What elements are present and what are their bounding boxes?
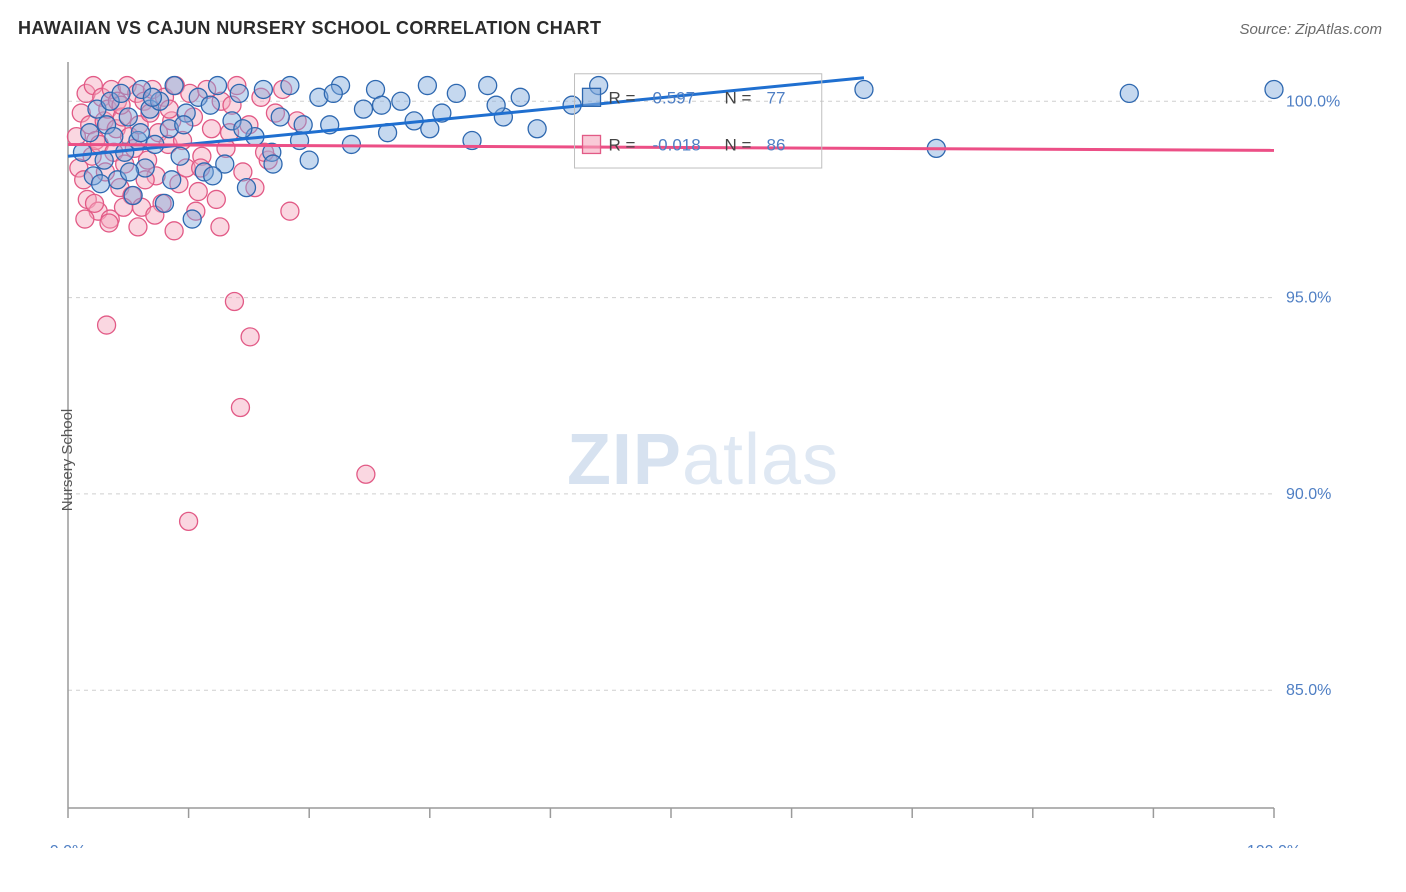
svg-text:85.0%: 85.0% bbox=[1286, 682, 1331, 699]
svg-text:86: 86 bbox=[767, 135, 786, 154]
svg-text:R =: R = bbox=[609, 88, 636, 107]
svg-text:N =: N = bbox=[725, 88, 752, 107]
svg-text:R =: R = bbox=[609, 135, 636, 154]
source-label: Source: ZipAtlas.com bbox=[1239, 21, 1382, 38]
svg-text:90.0%: 90.0% bbox=[1286, 486, 1331, 503]
svg-text:100.0%: 100.0% bbox=[1286, 93, 1340, 110]
svg-text:-0.018: -0.018 bbox=[653, 135, 701, 154]
chart-title: HAWAIIAN VS CAJUN NURSERY SCHOOL CORRELA… bbox=[18, 18, 601, 39]
svg-text:95.0%: 95.0% bbox=[1286, 290, 1331, 307]
svg-text:0.0%: 0.0% bbox=[50, 843, 86, 848]
svg-text:77: 77 bbox=[767, 88, 786, 107]
svg-text:100.0%: 100.0% bbox=[1247, 843, 1301, 848]
chart-container: Nursery School ZIPatlas 85.0%90.0%95.0%1… bbox=[18, 48, 1388, 872]
y-axis-label: Nursery School bbox=[59, 409, 76, 512]
svg-text:0.597: 0.597 bbox=[653, 88, 696, 107]
scatter-chart: 85.0% 90.0% 95.0% 100.0% 0.0% 100.0% R = 0.597 N… bbox=[18, 48, 1358, 848]
svg-text:N =: N = bbox=[725, 135, 752, 154]
